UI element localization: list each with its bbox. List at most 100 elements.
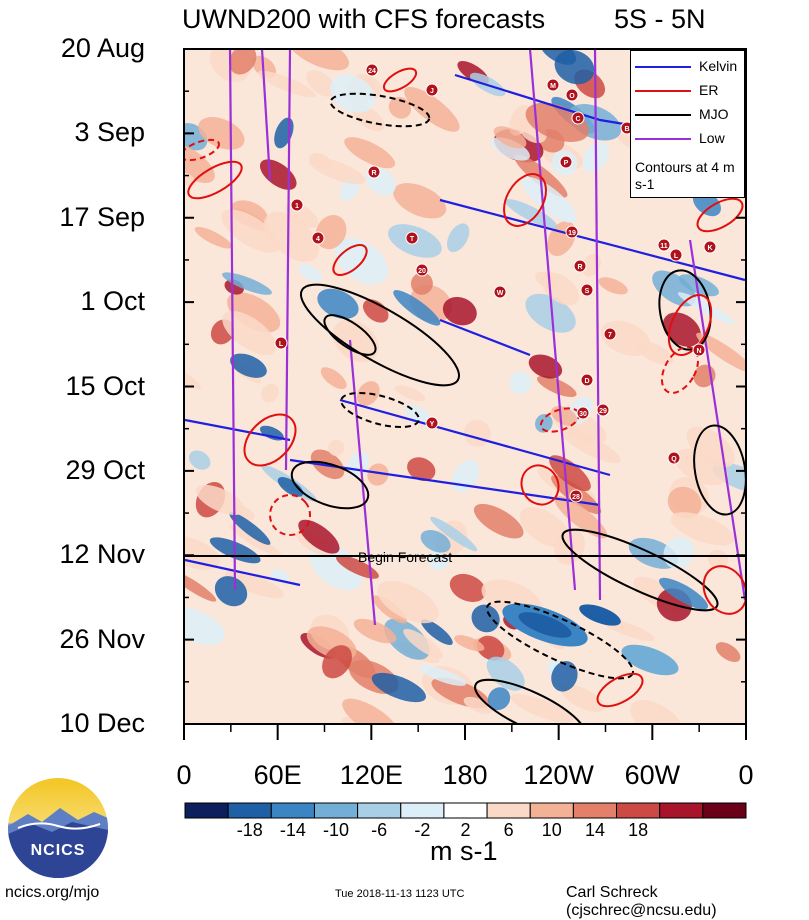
colorbar-units: m s-1 <box>430 836 498 866</box>
footer-url[interactable]: ncics.org/mjo <box>5 884 100 901</box>
anomaly-patch <box>222 310 277 355</box>
anomaly-patch <box>715 642 741 662</box>
storm-marker: D <box>580 373 594 387</box>
storm-marker: 28 <box>569 489 583 503</box>
svg-text:J: J <box>430 88 434 95</box>
anomaly-patch <box>463 696 493 714</box>
colorbar-swatch <box>357 802 402 819</box>
anomaly-patch <box>377 580 439 624</box>
svg-text:28: 28 <box>572 494 580 501</box>
anomaly-patch <box>670 512 735 546</box>
svg-text:L: L <box>279 341 284 348</box>
anomaly-patch <box>446 223 470 253</box>
legend-label: MJO <box>699 106 729 122</box>
logo-text: NCICS <box>30 842 86 859</box>
er-contour <box>184 138 220 162</box>
anomaly-patch <box>518 612 572 638</box>
svg-text:11: 11 <box>660 243 668 250</box>
anomaly-patch <box>393 183 447 219</box>
x-tick-label: 120E <box>339 760 403 790</box>
anomaly-patch <box>403 628 444 659</box>
x-tick-label: 60W <box>624 760 681 790</box>
anomaly-patch <box>519 507 570 548</box>
svg-text:M: M <box>550 83 556 90</box>
colorbar-swatch <box>616 802 661 819</box>
kelvin-contour <box>184 558 301 587</box>
x-tick-label: 0 <box>176 760 192 790</box>
colorbar-swatch <box>184 802 229 819</box>
colorbar-swatch <box>529 802 574 819</box>
anomaly-patch <box>477 635 505 661</box>
forecast-label: Begin Forecast <box>358 549 452 565</box>
anomaly-patch <box>229 524 282 557</box>
colorbar <box>184 802 747 819</box>
anomaly-patch <box>420 619 453 646</box>
mjo-contour <box>323 314 377 356</box>
low-contour <box>688 239 746 601</box>
er-contour <box>503 173 547 227</box>
footer-author[interactable]: Carl Schreck (cjschrec@ncsu.edu) <box>566 884 717 919</box>
er-contour <box>667 294 713 356</box>
anomaly-patch <box>384 618 430 660</box>
anomaly-patch <box>677 292 735 325</box>
anomaly-patch <box>308 157 366 185</box>
anomaly-patch <box>663 537 695 569</box>
anomaly-patch <box>224 570 284 599</box>
anomaly-patch <box>473 503 524 539</box>
anomaly-patch <box>630 699 684 724</box>
colorbar-swatch <box>702 802 747 819</box>
anomaly-patch <box>535 413 553 433</box>
anomaly-patch <box>549 455 591 492</box>
anomaly-patch <box>393 290 441 326</box>
svg-text:N: N <box>696 348 701 355</box>
anomaly-patch <box>353 618 397 644</box>
svg-text:T: T <box>410 236 415 243</box>
y-tick-label: 3 Sep <box>74 117 145 148</box>
region-label: 5S - 5N <box>614 4 706 34</box>
anomaly-patch <box>229 49 257 75</box>
anomaly-patch <box>230 353 267 378</box>
colorbar-swatch <box>572 802 618 819</box>
anomaly-patch <box>491 137 530 161</box>
anomaly-patch <box>229 512 271 545</box>
anomaly-patch <box>195 484 245 516</box>
er-contour <box>243 413 297 467</box>
anomaly-patch <box>367 463 389 486</box>
anomaly-patch <box>510 693 574 724</box>
anomaly-patch <box>394 385 426 402</box>
anomaly-patch <box>579 604 621 626</box>
svg-text:P: P <box>564 160 569 167</box>
colorbar-tick-label: 2 <box>460 820 471 840</box>
storm-marker: L <box>274 336 288 350</box>
anomaly-patch <box>551 661 578 692</box>
anomaly-patch <box>667 486 702 519</box>
anomaly-patch <box>388 96 412 119</box>
anomaly-field <box>184 49 746 724</box>
colorbar-swatch <box>313 802 359 819</box>
storm-marker: T <box>405 231 419 245</box>
svg-text:B: B <box>624 126 629 133</box>
colorbar-tick-label: 14 <box>584 820 605 840</box>
storm-marker: R <box>573 259 587 273</box>
x-tick-label: 120W <box>523 760 594 790</box>
anomaly-patch <box>336 555 379 579</box>
anomaly-patch <box>534 271 558 289</box>
anomaly-patch <box>471 604 500 633</box>
anomaly-patch <box>678 274 719 297</box>
svg-text:Y: Y <box>430 421 435 428</box>
y-tick-label: 12 Nov <box>59 539 145 570</box>
mjo-contour <box>693 424 746 516</box>
svg-text:24: 24 <box>368 68 376 75</box>
colorbar-swatch <box>400 802 445 819</box>
mjo-contour <box>299 283 461 387</box>
anomaly-patch <box>298 519 340 554</box>
legend-entry-kelvin: Kelvin <box>631 55 746 79</box>
storm-marker: N <box>692 343 706 357</box>
legend-label: Low <box>699 130 725 146</box>
anomaly-patch <box>696 332 746 373</box>
y-tick-label: 20 Aug <box>60 33 145 63</box>
anomaly-patch <box>257 70 316 98</box>
anomaly-patch <box>707 549 729 570</box>
er-contour <box>332 244 368 276</box>
anomaly-patch <box>420 530 451 553</box>
